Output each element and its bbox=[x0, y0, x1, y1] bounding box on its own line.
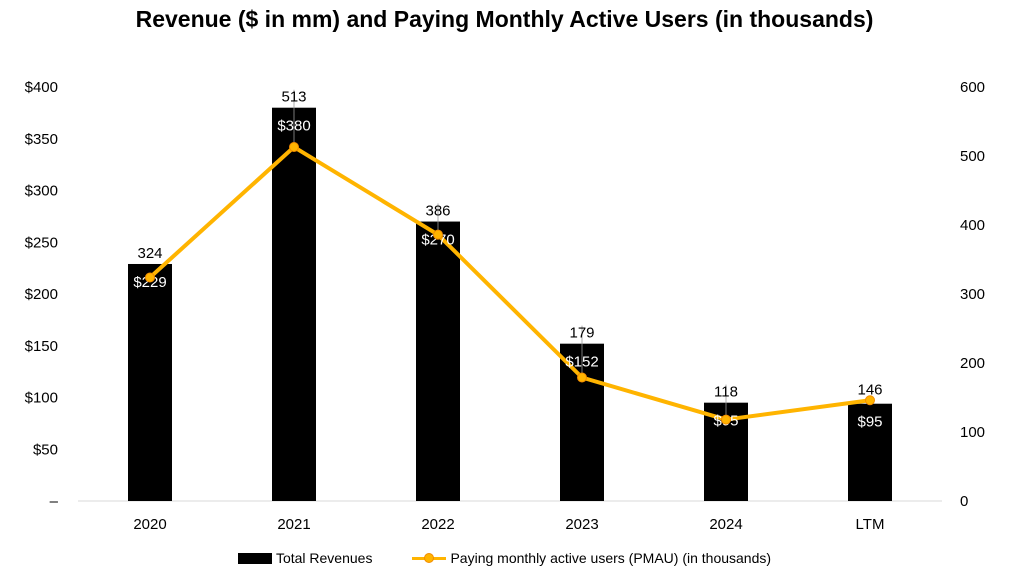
left-tick-label: – bbox=[50, 493, 59, 510]
pmau-data-label: 179 bbox=[569, 325, 594, 342]
right-tick-label: 0 bbox=[960, 493, 968, 510]
pmau-data-label: 324 bbox=[137, 245, 162, 262]
x-tick-label: 2024 bbox=[709, 516, 742, 533]
right-tick-label: 600 bbox=[960, 79, 985, 96]
revenue-bar bbox=[416, 221, 460, 502]
pmau-line bbox=[148, 145, 871, 422]
legend-swatch-line bbox=[412, 552, 447, 564]
revenue-data-label: $152 bbox=[565, 354, 598, 371]
legend-swatch-bar bbox=[237, 552, 272, 564]
pmau-data-label: 513 bbox=[281, 89, 306, 106]
x-tick-label: 2023 bbox=[565, 516, 598, 533]
revenue-data-label: $229 bbox=[133, 274, 166, 291]
left-tick-label: $100 bbox=[25, 390, 58, 407]
x-tick-label: 2021 bbox=[277, 516, 310, 533]
legend-label: Total Revenues bbox=[275, 550, 373, 566]
chart-title: Revenue ($ in mm) and Paying Monthly Act… bbox=[135, 6, 874, 32]
x-tick-label: 2022 bbox=[421, 516, 454, 533]
revenue-bar bbox=[272, 107, 316, 501]
pmau-marker bbox=[433, 229, 443, 240]
left-tick-label: $300 bbox=[25, 183, 58, 200]
left-tick-label: $200 bbox=[25, 286, 58, 303]
legend-label: Paying monthly active users (PMAU) (in t… bbox=[450, 550, 772, 566]
right-tick-label: 500 bbox=[960, 148, 985, 165]
right-tick-label: 400 bbox=[960, 217, 985, 234]
pmau-marker bbox=[865, 395, 875, 406]
right-tick-label: 300 bbox=[960, 286, 985, 303]
left-tick-label: $150 bbox=[25, 338, 58, 355]
revenue-data-label: $95 bbox=[857, 414, 882, 431]
left-tick-label: $250 bbox=[25, 234, 58, 251]
left-tick-label: $50 bbox=[33, 441, 58, 458]
revenue-bar bbox=[848, 403, 892, 501]
revenue-data-label: $380 bbox=[277, 118, 310, 135]
pmau-marker bbox=[577, 372, 587, 383]
x-tick-label: LTM bbox=[856, 516, 885, 533]
legend-item-revenue: Total Revenues bbox=[237, 550, 373, 566]
right-tick-label: 100 bbox=[960, 424, 985, 441]
pmau-marker bbox=[289, 142, 299, 153]
revenue-data-label: $270 bbox=[421, 232, 454, 249]
pmau-data-label: 386 bbox=[425, 203, 450, 220]
legend-item-pmau: Paying monthly active users (PMAU) (in t… bbox=[412, 550, 771, 566]
pmau-marker bbox=[145, 272, 155, 283]
left-tick-label: $350 bbox=[25, 131, 58, 148]
right-tick-label: 200 bbox=[960, 355, 985, 372]
pmau-marker bbox=[721, 414, 731, 425]
revenue-bar bbox=[128, 263, 172, 501]
left-tick-label: $400 bbox=[25, 79, 58, 96]
pmau-data-label: 146 bbox=[857, 381, 882, 398]
pmau-data-label: 118 bbox=[714, 384, 738, 401]
legend: Total Revenues Paying monthly active use… bbox=[0, 550, 1009, 566]
x-tick-label: 2020 bbox=[133, 516, 166, 533]
